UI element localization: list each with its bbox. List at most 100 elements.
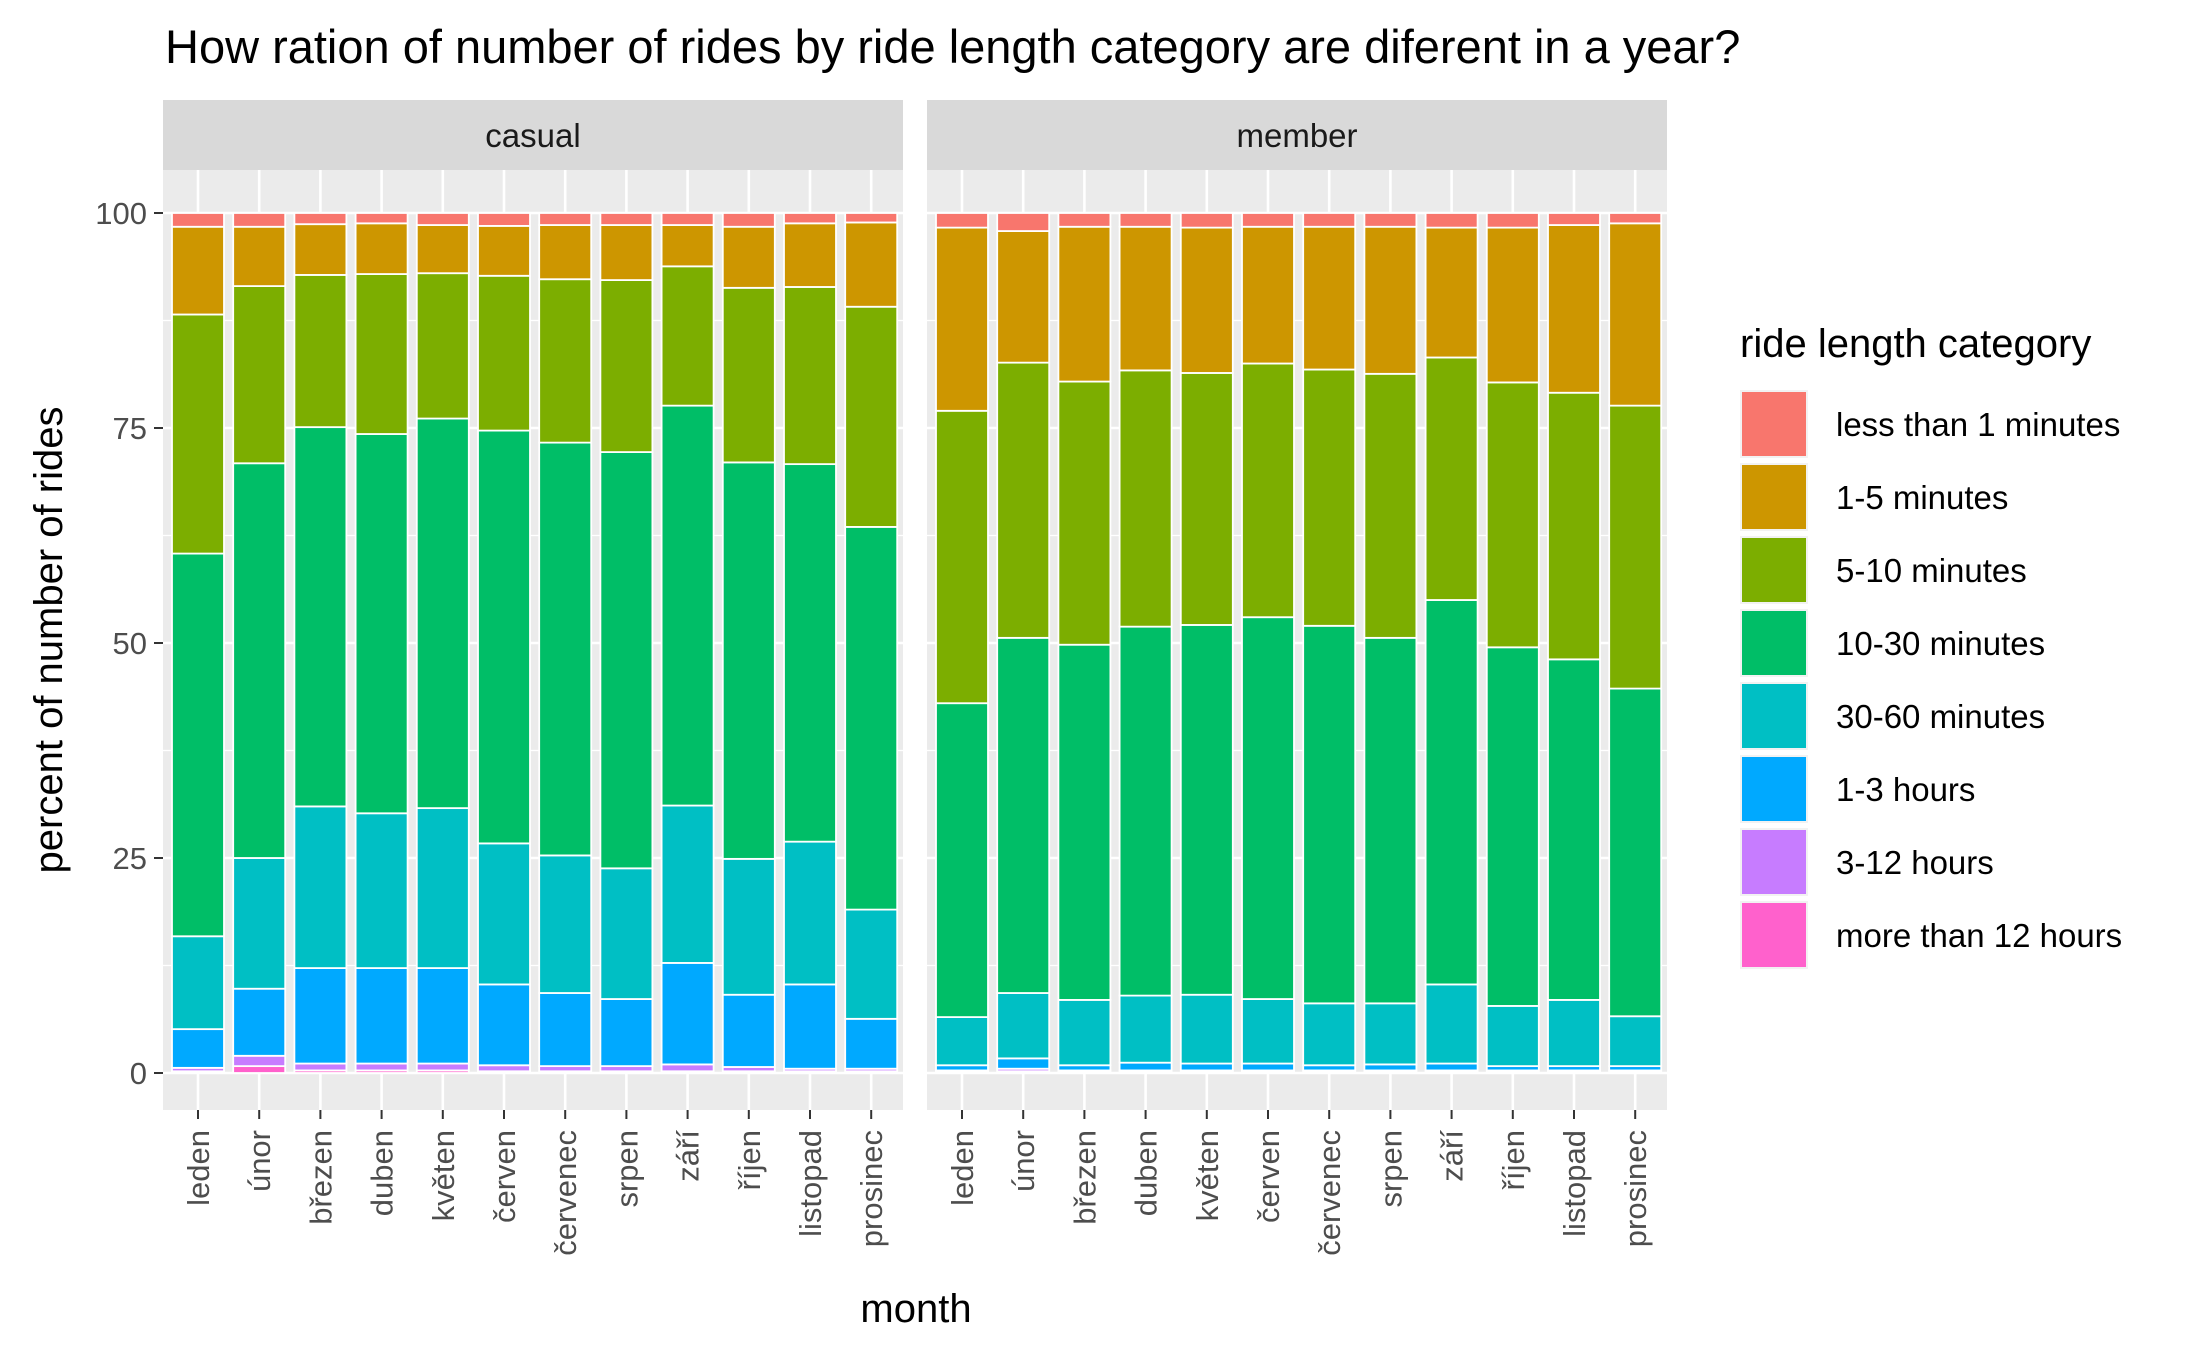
y-axis: 0 25 50 75 100 — [95, 196, 163, 1091]
bar-segment — [293, 967, 348, 1065]
y-tick-label: 0 — [130, 1056, 147, 1091]
bar-segment — [232, 987, 287, 1057]
bar-segment — [1608, 687, 1663, 1018]
bar-segment — [1547, 999, 1601, 1068]
bar-segment — [1547, 212, 1601, 226]
bar-segment — [1118, 212, 1173, 228]
bars — [171, 212, 899, 1074]
y-tick-label: 100 — [95, 196, 147, 231]
legend-swatch — [1742, 903, 1806, 967]
bar-segment — [660, 212, 715, 226]
bar-segment — [1057, 643, 1112, 1001]
x-tick-label: říjen — [732, 1130, 767, 1190]
bar-segment — [1608, 404, 1663, 690]
x-tick-label: únor — [242, 1130, 277, 1192]
y-tick-label: 50 — [113, 626, 147, 661]
bar-segment — [1057, 999, 1112, 1067]
x-tick-label: duben — [365, 1130, 400, 1216]
bar-segment — [1485, 381, 1540, 649]
bar-segment — [599, 279, 654, 453]
bar-segment — [721, 993, 776, 1068]
bar-segment — [354, 967, 409, 1065]
bar-segment — [783, 212, 837, 225]
legend-swatch — [1742, 757, 1806, 821]
bar-segment — [232, 462, 287, 859]
panel-background — [163, 170, 903, 1110]
bar-segment — [1424, 212, 1479, 229]
bar-segment — [1241, 998, 1295, 1065]
bar-segment — [1118, 625, 1173, 997]
legend-swatch — [1742, 392, 1806, 456]
bar-segment — [1179, 624, 1234, 996]
bar-segment — [844, 1017, 899, 1070]
bar-segment — [415, 212, 470, 226]
bar-segment — [1241, 362, 1295, 619]
bar-segment — [1363, 636, 1418, 1005]
x-tick-label: srpen — [609, 1130, 644, 1208]
legend-title: ride length category — [1740, 322, 2091, 366]
bar-segment — [477, 983, 531, 1067]
bar-segment — [1118, 225, 1173, 372]
bar-segment — [660, 265, 715, 407]
bar-segment — [232, 1065, 287, 1074]
legend: ride length category less than 1 minutes… — [1740, 322, 2122, 969]
bar-segment — [599, 212, 654, 226]
bar-segment — [1424, 1062, 1479, 1072]
bar-segment — [293, 805, 348, 969]
panel-member: member leden únor březen duben květen červen če… — [927, 100, 1667, 1256]
bar-segment — [1118, 1061, 1173, 1072]
legend-item: less than 1 minutes — [1740, 390, 2120, 458]
x-tick-label: leden — [945, 1130, 980, 1206]
bar-segment — [232, 285, 287, 465]
bar-segment — [721, 461, 776, 860]
bar-segment — [1118, 994, 1173, 1064]
bar-segment — [1424, 983, 1479, 1065]
bar-segment — [996, 230, 1051, 364]
bar-segment — [1118, 369, 1173, 628]
bar-segment — [660, 804, 715, 964]
legend-label: 1-3 hours — [1836, 771, 1975, 808]
bar-segment — [1485, 212, 1540, 229]
legend-swatch — [1742, 611, 1806, 675]
bar-segment — [599, 451, 654, 870]
chart-title: How ration of number of rides by ride le… — [165, 20, 1740, 73]
bar-segment — [721, 212, 776, 228]
bar-segment — [477, 212, 531, 227]
bar-segment — [935, 212, 989, 229]
bar-segment — [660, 1063, 715, 1073]
legend-item: more than 12 hours — [1740, 901, 2122, 969]
bar-segment — [354, 222, 409, 275]
x-tick-label: leden — [181, 1130, 216, 1206]
facet-strip — [163, 100, 903, 170]
bar-segment — [1179, 1062, 1234, 1072]
bar-segment — [171, 212, 225, 228]
bar-segment — [1608, 1015, 1663, 1068]
bar-segment — [477, 429, 531, 845]
bar-segment — [935, 409, 989, 705]
bar-segment — [538, 441, 593, 857]
bar-segment — [996, 361, 1051, 639]
facet-label: member — [1236, 117, 1357, 154]
bar-segment — [844, 526, 899, 911]
legend-label: 3-12 hours — [1836, 844, 1994, 881]
bar-segment — [354, 812, 409, 969]
bar-segment — [1179, 226, 1234, 374]
bar-segment — [996, 636, 1051, 994]
legend-items: less than 1 minutes 1-5 minutes 5-10 minut… — [1740, 390, 2122, 969]
bar-segment — [538, 224, 593, 281]
legend-swatch — [1742, 465, 1806, 529]
legend-item: 3-12 hours — [1740, 828, 1994, 896]
bar-segment — [660, 962, 715, 1066]
y-axis-title: percent of number of rides — [27, 407, 71, 874]
x-tick-label: duben — [1129, 1130, 1164, 1216]
bar-segment — [1057, 380, 1112, 646]
bar-segment — [538, 992, 593, 1068]
bar-segment — [935, 1016, 989, 1067]
bar-segment — [293, 223, 348, 276]
x-tick-label: červenec — [1312, 1130, 1347, 1256]
bar-segment — [415, 224, 470, 275]
bar-segment — [1057, 212, 1112, 228]
x-tick-label: září — [671, 1130, 706, 1182]
y-tick-label: 25 — [113, 841, 147, 876]
bar-segment — [1363, 372, 1418, 639]
